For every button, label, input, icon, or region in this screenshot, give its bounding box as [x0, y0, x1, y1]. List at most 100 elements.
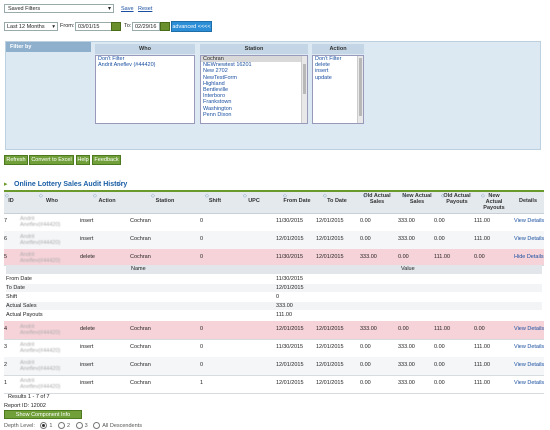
column-header[interactable]: Who [46, 198, 58, 204]
list-item[interactable]: update [315, 74, 332, 81]
column-header[interactable]: Old Actual Sales [363, 193, 391, 205]
list-item[interactable]: Cochran [201, 56, 307, 63]
details-link[interactable]: View Details [514, 344, 545, 350]
detail-name: From Date [6, 276, 32, 282]
reset-link[interactable]: Reset [138, 6, 153, 12]
column-header[interactable]: ID [8, 198, 14, 204]
from-label: From: [60, 23, 75, 29]
list-item[interactable]: Interboro [203, 93, 226, 100]
date-range-value: Last 12 Months [7, 24, 45, 30]
cell-action: insert [80, 362, 94, 368]
column-header[interactable]: New Actual Sales [402, 193, 432, 205]
sort-icon[interactable]: ◇ [93, 193, 97, 199]
title-divider [4, 190, 544, 192]
advanced-toggle-button[interactable]: advanced <<<< [171, 21, 212, 32]
sort-icon[interactable]: ◇ [441, 193, 445, 199]
cell-shift: 0 [200, 254, 204, 260]
list-item[interactable]: Bentleville [203, 87, 229, 94]
column-header[interactable]: Action [98, 198, 116, 204]
details-link[interactable]: View Details [514, 236, 545, 242]
table-row [4, 357, 544, 376]
detail-name: To Date [6, 285, 25, 291]
detail-header: Name Value [6, 265, 542, 274]
detail-row [6, 302, 542, 310]
help-button[interactable]: Help [76, 155, 90, 165]
cell-new_payouts: 111.00 [474, 236, 491, 242]
sort-icon[interactable]: ◇ [39, 193, 43, 199]
depth-radio-3[interactable] [75, 422, 83, 429]
list-item[interactable]: Don't Filter [98, 56, 125, 62]
cell-to: 12/01/2015 [316, 344, 344, 350]
sort-icon[interactable]: ◇ [323, 193, 327, 199]
list-item[interactable]: Penn Dixon [203, 111, 232, 118]
cell-from: 11/30/2015 [276, 344, 304, 350]
to-date-input[interactable]: 02/29/16 [132, 22, 160, 31]
convert-to-excel-button[interactable]: Convert to Excel [29, 155, 74, 165]
save-link[interactable]: Save [121, 6, 134, 12]
sort-icon[interactable]: ◇ [481, 193, 485, 199]
cell-new_payouts: 111.00 [474, 362, 491, 368]
list-item[interactable]: Frankstown [203, 99, 232, 106]
sort-icon[interactable]: ◇ [151, 193, 155, 199]
list-item[interactable]: Highland [203, 80, 225, 87]
details-link[interactable]: View Details [514, 380, 545, 386]
chevron-down-icon: ▾ [52, 24, 55, 30]
list-item[interactable]: NEWnewtest 16201 [203, 62, 252, 69]
sort-icon[interactable]: ◇ [5, 193, 9, 199]
details-link[interactable]: View Details [514, 218, 545, 224]
sort-icon[interactable]: ◇ [243, 193, 247, 199]
list-item[interactable]: Don't Filter [315, 56, 342, 62]
date-range-select[interactable]: Last 12 Months ▾ [4, 22, 58, 31]
column-header[interactable]: Old Actual Payouts [443, 193, 471, 205]
cell-id: 1 [4, 380, 8, 386]
scrollbar[interactable] [301, 56, 307, 123]
detail-name-header: Name [131, 266, 146, 272]
refresh-button[interactable]: Refresh [4, 155, 28, 165]
cell-id: 6 [4, 236, 8, 242]
column-header[interactable]: Station [155, 198, 175, 204]
detail-row [6, 284, 542, 292]
station-listbox[interactable]: Cochran NEWnewtest 16201 New 2702 NewTes… [200, 55, 308, 124]
from-date-input[interactable]: 03/01/15 [75, 22, 112, 31]
cell-old_sales: 333.00 [360, 326, 377, 332]
details-link[interactable]: View Details [514, 326, 545, 332]
details-link[interactable]: View Details [514, 362, 545, 368]
cell-who: Andrit Aneflev(#44420) [20, 342, 61, 354]
depth-radio-1[interactable] [40, 422, 48, 429]
feedback-button[interactable]: Feedback [92, 155, 121, 165]
favorite-star-icon[interactable]: ☆ [116, 178, 125, 188]
sort-icon[interactable]: ◇ [283, 193, 287, 199]
expand-icon[interactable]: ▸ [4, 181, 8, 188]
sort-icon[interactable]: ◇ [363, 193, 367, 199]
station-header: Station [200, 44, 308, 54]
depth-radio-2[interactable] [58, 422, 66, 429]
sort-icon[interactable]: ◇ [403, 193, 407, 199]
cell-old_sales: 0.00 [360, 218, 371, 224]
show-component-info-button[interactable]: Show Component Info [4, 410, 82, 419]
depth-option: 1 [49, 422, 53, 429]
cell-old_sales: 0.00 [360, 344, 371, 350]
cell-new_sales: 333.00 [398, 236, 415, 242]
saved-filters-select[interactable]: Saved Filters ▾ [4, 4, 114, 13]
calendar-icon[interactable] [160, 22, 170, 31]
column-header[interactable]: Shift [208, 198, 222, 204]
list-item[interactable]: insert [315, 68, 329, 75]
column-header[interactable]: Details [518, 198, 538, 204]
column-header[interactable]: To Date [327, 198, 347, 204]
list-item[interactable]: Andrit Aneflev (#44420) [98, 62, 156, 69]
depth-radio-all[interactable] [93, 422, 101, 429]
list-item[interactable]: Washington [203, 105, 232, 112]
column-header[interactable]: UPC [248, 198, 260, 204]
column-header[interactable]: New Actual Payouts [483, 193, 505, 211]
list-item[interactable]: delete [315, 62, 330, 69]
list-item[interactable]: New 2702 [203, 68, 228, 75]
to-label: To: [124, 23, 132, 29]
action-listbox[interactable]: Don't Filter delete insert update [312, 55, 364, 124]
list-item[interactable]: NewTestForm [203, 74, 237, 81]
sort-icon[interactable]: ◇ [205, 193, 209, 199]
details-link[interactable]: Hide Details [514, 254, 544, 260]
calendar-icon[interactable] [111, 22, 121, 31]
scrollbar[interactable] [357, 56, 363, 123]
column-header[interactable]: From Date [283, 198, 311, 204]
who-listbox[interactable]: Don't Filter Andrit Aneflev (#44420) [95, 55, 195, 124]
